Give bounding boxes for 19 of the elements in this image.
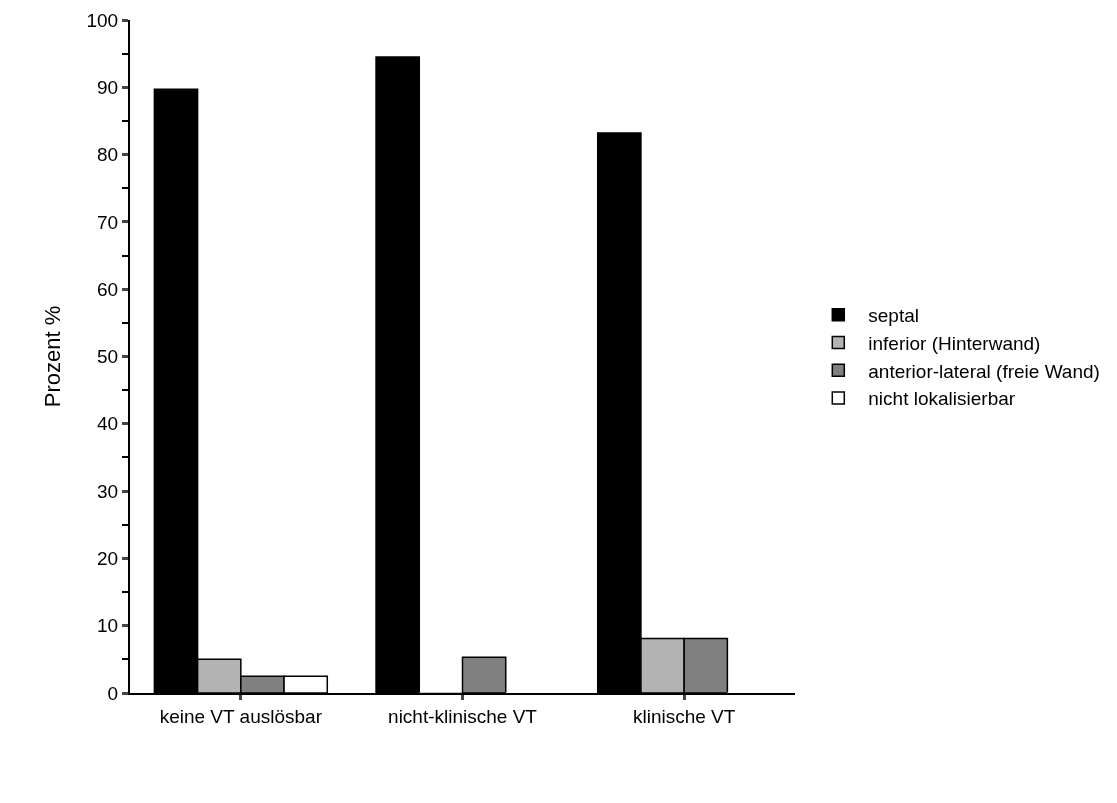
legend-label: nicht lokalisierbar — [868, 388, 1016, 410]
y-tick-label: 70 — [97, 211, 119, 233]
y-tick-label: 30 — [97, 480, 119, 502]
x-tick-label: klinische VT — [632, 705, 736, 727]
legend-label: septal — [868, 305, 919, 327]
y-tick-label: 80 — [97, 144, 119, 166]
y-tick-label: 0 — [107, 682, 119, 704]
y-tick-label: 40 — [97, 413, 119, 435]
y-tick-label: 50 — [97, 346, 119, 368]
y-tick-label: 90 — [97, 76, 119, 98]
y-tick-label: 100 — [86, 9, 119, 31]
y-tick-label: 20 — [97, 548, 119, 570]
y-tick-label: 60 — [97, 278, 119, 300]
x-tick-label: keine VT auslösbar — [159, 705, 323, 727]
y-axis-title: Prozent % — [39, 305, 65, 408]
legend-label: inferior (Hinterwand) — [868, 332, 1041, 354]
legend-label: anterior-lateral (freie Wand) — [868, 360, 1100, 382]
y-tick-label: 10 — [97, 615, 119, 637]
x-tick-label: nicht-klinische VT — [388, 705, 538, 727]
